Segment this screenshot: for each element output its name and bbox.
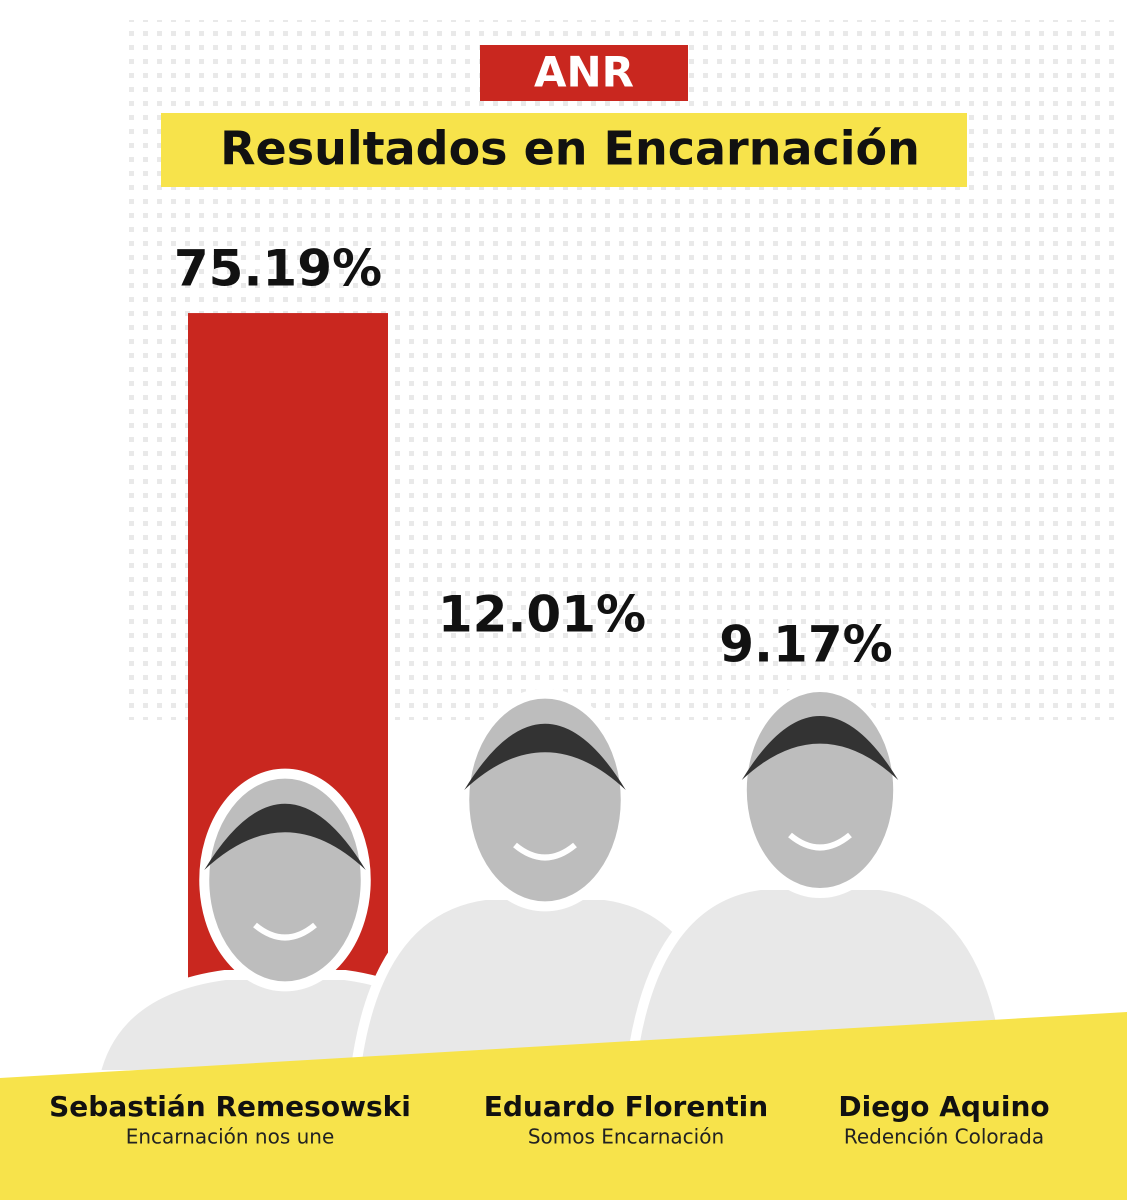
candidate-name: Sebastián Remesowski <box>49 1090 411 1123</box>
tag-box <box>480 45 688 101</box>
photo-hair <box>204 803 366 870</box>
title-box <box>161 113 967 187</box>
candidate-name: Eduardo Florentin <box>484 1090 768 1123</box>
value-label: 75.19% <box>174 240 382 298</box>
value-label: 9.17% <box>719 616 892 674</box>
candidate-party: Redención Colorada <box>844 1125 1044 1149</box>
photo-smile <box>253 922 317 941</box>
photo-hair <box>464 723 626 790</box>
value-label: 12.01% <box>438 586 646 644</box>
chart-title: Resultados en Encarnación <box>220 122 920 176</box>
footer-band <box>0 1012 1127 1200</box>
candidate-party: Encarnación nos une <box>126 1125 335 1149</box>
photo-smile <box>513 842 577 861</box>
photo-hair <box>741 716 899 780</box>
tag: ANR <box>534 48 634 97</box>
candidate-name: Diego Aquino <box>838 1090 1049 1123</box>
candidate-party: Somos Encarnación <box>528 1125 724 1149</box>
photo-smile <box>788 832 852 851</box>
